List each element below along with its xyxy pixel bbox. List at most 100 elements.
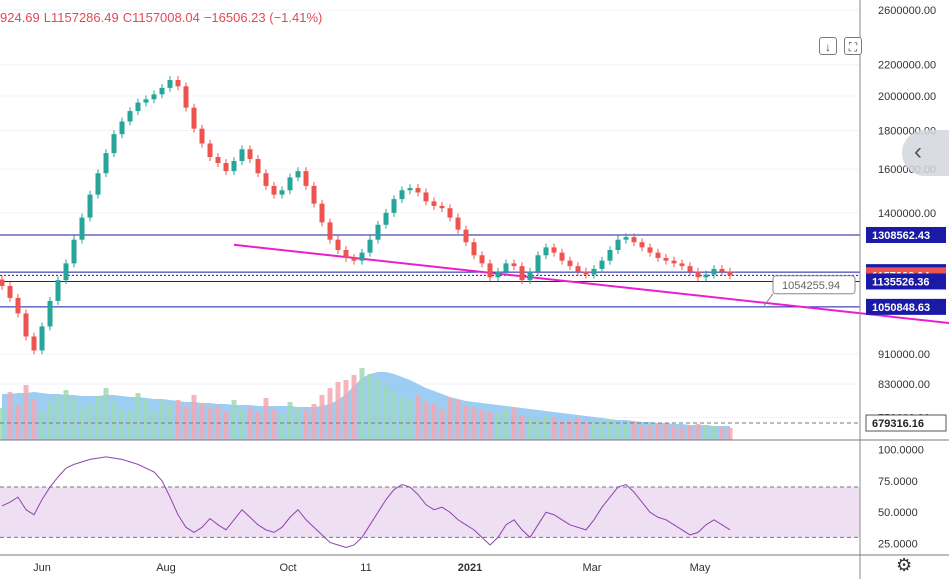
candle-body (439, 205, 445, 209)
candle-body (207, 143, 213, 158)
volume-bar (247, 407, 253, 440)
candle-body (95, 173, 101, 195)
candle-body (111, 134, 117, 154)
candle-body (575, 266, 581, 272)
volume-bar (607, 420, 613, 440)
candle-body (727, 271, 733, 276)
volume-bar (591, 422, 597, 440)
candle-body (255, 159, 261, 174)
gear-icon: ⚙ (896, 555, 913, 575)
candle-body (327, 222, 333, 240)
candle-body (287, 177, 293, 191)
rsi-line (1, 456, 731, 549)
horizontal-levels (0, 234, 860, 308)
candle-body (567, 260, 573, 267)
candle-body (599, 260, 605, 269)
volume-bar (511, 408, 517, 440)
candle-body (511, 263, 517, 267)
volume-bar (279, 413, 285, 440)
volume-bar (687, 426, 693, 440)
download-button[interactable]: ↓ (819, 37, 837, 55)
time-tick-label: Aug (156, 562, 176, 574)
volume-bar (527, 418, 533, 440)
level-tag-bg-3 (866, 273, 946, 290)
time-tick-label: 11 (360, 562, 371, 574)
volume-average-area (2, 372, 730, 440)
volume-bar (383, 385, 389, 440)
candle-body (271, 185, 277, 195)
ohlc-change: −16506.23 (−1.41%) (203, 10, 323, 25)
candle-body (519, 266, 525, 281)
level-tag-bg-4 (866, 298, 946, 315)
candle-body (39, 326, 45, 351)
candle-body (215, 157, 221, 164)
candle-body (167, 79, 173, 88)
rsi-tick-label: 50.0000 (878, 507, 918, 519)
volume-bar (239, 410, 245, 440)
volume-bar (263, 398, 269, 440)
volume-bar (7, 392, 13, 440)
candle-body (343, 249, 349, 258)
settings-button[interactable]: ⚙ (896, 555, 912, 576)
time-tick-label: Mar (583, 562, 602, 574)
volume-bar (599, 419, 605, 440)
volume-bar (519, 415, 525, 440)
time-tick-label: Oct (279, 562, 296, 574)
candle-body (471, 242, 477, 256)
candle-body (383, 212, 389, 225)
volume-bar (455, 400, 461, 440)
volume-bar (287, 402, 293, 440)
candle-body (247, 149, 253, 160)
volume-bar (551, 418, 557, 440)
level-tag-label: 1050848.63 (872, 302, 930, 314)
price-tick-label: 2000000.00 (878, 91, 936, 103)
volume-bar (175, 400, 181, 440)
volume-bar (391, 392, 397, 440)
candle-body (695, 271, 701, 278)
fullscreen-icon: ⛶ (848, 40, 858, 54)
axis-labels: 2600000.002200000.002000000.001800000.00… (33, 5, 947, 574)
level-tag-label: 1308562.43 (872, 230, 930, 242)
volume-bar (47, 402, 53, 440)
callout-box[interactable] (772, 275, 856, 295)
volume-bar (639, 425, 645, 440)
volume-bar (447, 398, 453, 440)
rsi-band (0, 486, 860, 538)
candle-body (295, 171, 301, 178)
candle-body (279, 190, 285, 195)
candle-body (583, 271, 589, 275)
volume-bar (319, 395, 325, 440)
candle-body (183, 86, 189, 108)
volume-bar (327, 388, 333, 440)
volume-bar (503, 410, 509, 440)
chevron-left-icon: ‹ (914, 138, 922, 165)
candle-body (79, 217, 85, 240)
candle-body (431, 201, 437, 206)
candle-body (359, 252, 365, 261)
candle-body (151, 94, 157, 100)
volume-bar (615, 423, 621, 440)
volume-bar (703, 425, 709, 440)
trendline-segment[interactable] (233, 243, 949, 325)
volume-bar (71, 398, 77, 440)
candle-body (423, 192, 429, 202)
candle-body (55, 280, 61, 301)
fullscreen-button[interactable]: ⛶ (844, 37, 862, 55)
candle-body (303, 171, 309, 186)
candle-body (311, 185, 317, 204)
candle-body (31, 336, 37, 351)
volume-bar (487, 412, 493, 440)
candle-body (463, 229, 469, 243)
volume-bar (63, 390, 69, 440)
candle-body (535, 255, 541, 272)
grid-lines (0, 9, 860, 418)
candle-body (87, 194, 93, 218)
volume-bar (431, 404, 437, 440)
ohlc-low: L1157286.49 (43, 10, 119, 25)
candle-body (679, 263, 685, 267)
ohlc-close: C1157008.04 (122, 10, 200, 25)
collapse-panel-button[interactable]: ‹ (902, 130, 949, 176)
volume-bar (567, 420, 573, 440)
